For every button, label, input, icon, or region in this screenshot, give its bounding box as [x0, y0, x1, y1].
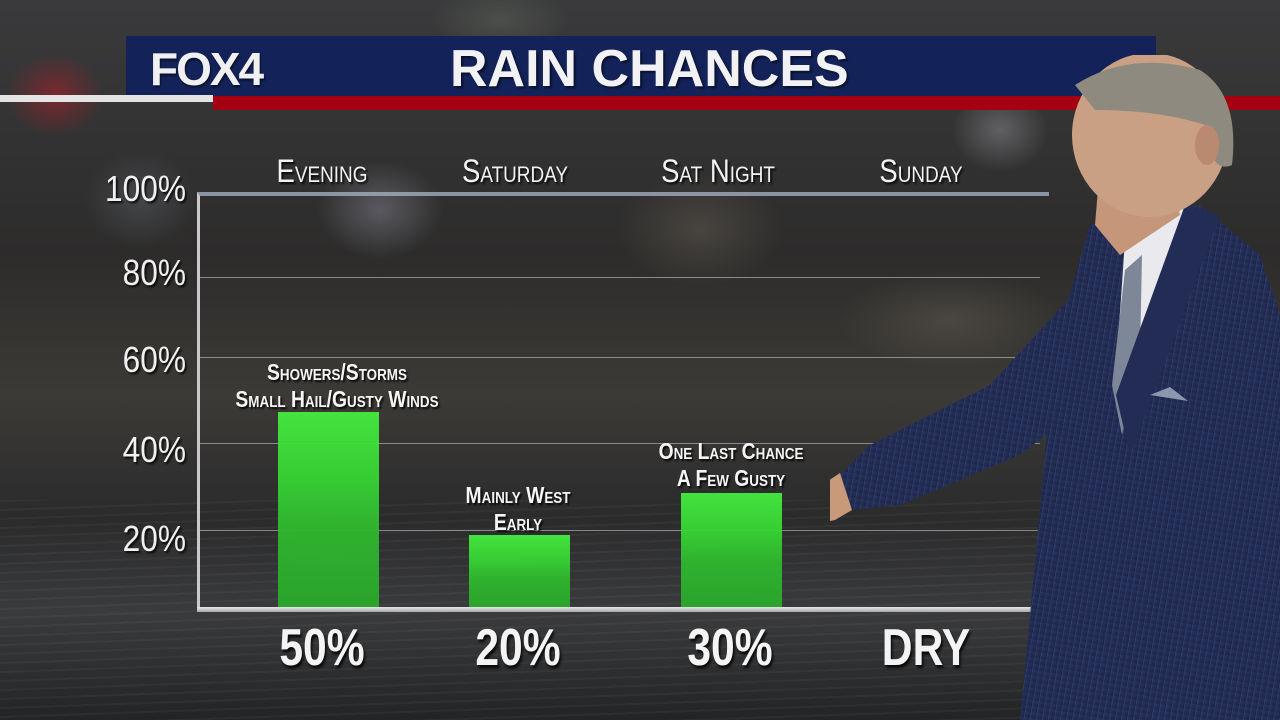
annotation-sat-night: One Last Chance A Few Gusty: [588, 438, 874, 492]
value-label-sunday: DRY: [881, 619, 971, 677]
station-logo: FOX4: [150, 43, 264, 95]
annotation-line-2: A Few Gusty: [676, 465, 786, 491]
annotation-line-2: Early: [493, 509, 543, 535]
value-label-evening: 50%: [279, 619, 365, 677]
graphic-title: RAIN CHANCES: [450, 40, 849, 98]
annotation-line-1: Mainly West: [465, 482, 571, 508]
annotation-line-1: One Last Chance: [658, 438, 804, 464]
y-tick-40: 40%: [122, 429, 186, 470]
column-label-saturday: Saturday: [462, 153, 568, 189]
gridline-20: [200, 530, 1040, 531]
bar-evening: [278, 412, 379, 608]
plot-frame: [197, 192, 1049, 610]
gridline-40: [200, 443, 1040, 444]
y-tick-20: 20%: [122, 518, 186, 559]
value-label-sat-night: 30%: [687, 619, 773, 677]
y-tick-100: 100%: [104, 168, 186, 209]
bar-saturday: [469, 535, 570, 608]
column-label-sunday: Sunday: [879, 153, 963, 189]
column-label-evening: Evening: [276, 153, 368, 189]
x-axis-baseline: [197, 607, 1040, 612]
y-tick-60: 60%: [122, 339, 186, 380]
title-banner: [126, 36, 1156, 96]
bar-sat-night: [681, 493, 782, 608]
meteorologist-presenter: [830, 55, 1280, 720]
annotation-evening: Showers/Storms Small Hail/Gusty Winds: [194, 359, 480, 413]
accent-stripe-red: [213, 96, 1280, 110]
gridline-80: [200, 277, 1040, 278]
column-label-sat-night: Sat Night: [661, 153, 775, 189]
y-tick-80: 80%: [122, 252, 186, 293]
value-label-saturday: 20%: [475, 619, 561, 677]
annotation-line-2: Small Hail/Gusty Winds: [235, 386, 439, 412]
annotation-saturday: Mainly West Early: [375, 482, 661, 536]
gridline-60: [200, 357, 1040, 358]
annotation-line-1: Showers/Storms: [267, 359, 407, 385]
accent-stripe-white: [0, 95, 213, 102]
